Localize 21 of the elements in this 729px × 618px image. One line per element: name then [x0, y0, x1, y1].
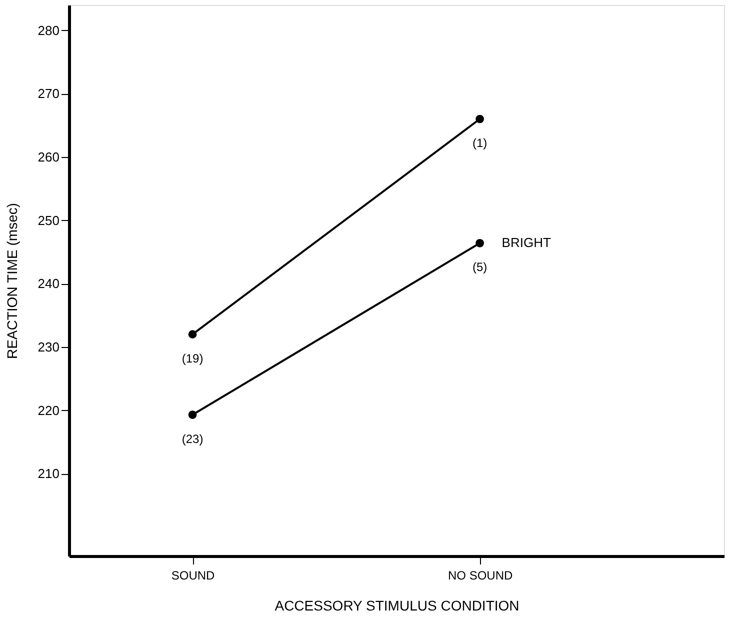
annotation: (19) — [182, 351, 204, 366]
y-tick-label: 210 — [38, 466, 60, 482]
x-tick-label: SOUND — [171, 568, 216, 582]
y-tick-label: 220 — [38, 402, 60, 418]
point — [188, 330, 197, 339]
annotation: (23) — [182, 432, 204, 446]
y-tick-label: 250 — [38, 212, 60, 228]
y-tick-label: 260 — [38, 150, 60, 164]
y-tick-label: 280 — [38, 22, 60, 38]
y-axis-title: REACTION TIME (msec) — [4, 202, 20, 360]
y-tick-label: 270 — [38, 86, 60, 102]
annotation: (1) — [472, 136, 488, 150]
point — [188, 410, 197, 419]
x-tick-label: NO SOUND — [448, 568, 513, 582]
point — [476, 114, 484, 124]
annotation: (5) — [472, 260, 488, 274]
y-tick-label: 240 — [38, 276, 60, 292]
y-tick-label: 230 — [38, 340, 60, 354]
series-label: BRIGHT — [502, 235, 551, 250]
point — [476, 238, 484, 248]
x-axis-title: ACCESSORY STIMULUS CONDITION — [274, 598, 520, 614]
